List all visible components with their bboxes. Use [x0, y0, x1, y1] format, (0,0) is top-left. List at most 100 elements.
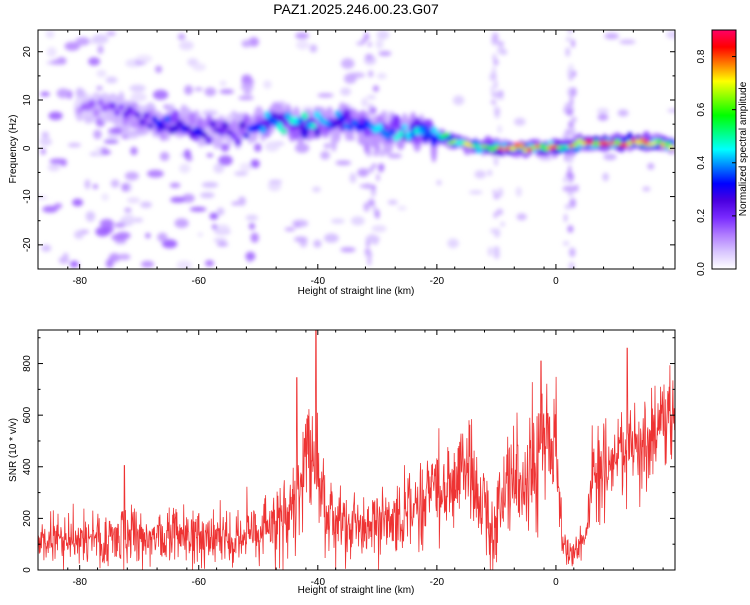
- spectrogram-cell: [127, 197, 141, 204]
- spectrogram-cell: [397, 130, 404, 139]
- spectrogram-cell: [664, 141, 671, 147]
- spectrogram-cell: [604, 32, 619, 40]
- spectrogram-cell: [157, 232, 168, 242]
- y-tick-label: 400: [22, 458, 33, 475]
- spectrogram-cell: [350, 216, 365, 226]
- spectrogram-cell: [58, 256, 70, 265]
- spectrogram-cell: [69, 260, 79, 268]
- spectrogram-cell: [220, 143, 230, 152]
- spectrogram-cell: [110, 179, 120, 188]
- spectrogram-cell: [368, 166, 375, 173]
- spectrogram-cell: [430, 126, 438, 134]
- spectrogram-cell: [294, 143, 310, 153]
- spectrogram-cell: [41, 244, 52, 252]
- spectrogram-cell: [568, 75, 574, 81]
- spectrogram-cell: [216, 207, 225, 216]
- spectrogram-cell: [41, 131, 49, 139]
- spectrogram-cell: [169, 182, 181, 188]
- snr-y-ticks: 0 200 400 600 800: [22, 337, 675, 573]
- spectrogram-cell: [197, 232, 204, 237]
- spectrogram-cell: [452, 95, 465, 106]
- spectrogram-cell: [373, 149, 379, 157]
- spectrogram-cell: [487, 169, 493, 176]
- colorbar-tick-label: 0.2: [696, 209, 707, 223]
- spectrogram-cell: [106, 134, 120, 139]
- spectrogram-cell: [268, 179, 283, 185]
- colorbar-tick-label: 0.4: [696, 155, 707, 169]
- spectrogram-cell: [276, 122, 283, 131]
- spectrogram-cell: [301, 111, 309, 120]
- spectrogram-cell: [111, 126, 125, 135]
- spectrogram-cell: [142, 111, 150, 119]
- spectrogram-cell: [253, 143, 262, 152]
- spectrogram-cell: [250, 232, 259, 243]
- spectrogram-cell: [568, 120, 574, 129]
- spectrogram-cell: [500, 221, 506, 227]
- spectrogram-cell: [188, 112, 196, 127]
- spectrogram-cell: [264, 111, 271, 119]
- spectrogram-cell: [51, 59, 63, 65]
- spectrogram-cell: [376, 30, 390, 40]
- spectrogram-cell: [124, 171, 139, 181]
- spectrogram-cell: [490, 228, 495, 234]
- spectrogram-cell: [493, 211, 498, 219]
- spectrogram-cell: [99, 218, 114, 229]
- y-tick-label: 10: [22, 94, 33, 106]
- spectrogram-cell: [218, 155, 233, 166]
- spectrogram-cell: [45, 30, 55, 39]
- spectrogram-cell: [642, 186, 651, 192]
- spectrogram-cell: [667, 108, 675, 113]
- spectrogram-cell: [200, 192, 215, 199]
- spectrogram-cell: [565, 36, 572, 42]
- spectrogram-cell: [239, 162, 253, 172]
- spectrogram-y-ticks: -20 -10 0 10 20: [22, 46, 675, 270]
- spectrogram-cell: [234, 137, 242, 146]
- spectrogram-cell: [378, 163, 385, 173]
- spectrogram-cell: [563, 176, 568, 183]
- spectrogram-cell: [49, 158, 67, 165]
- spectrogram-cell: [593, 140, 600, 147]
- spectrogram-cell: [42, 205, 58, 213]
- spectrogram-cell: [494, 158, 498, 167]
- spectrogram-cell: [371, 184, 376, 191]
- spectrogram-cell: [222, 121, 229, 130]
- spectrogram-cell: [357, 168, 369, 177]
- spectrogram-cell: [378, 149, 387, 157]
- spectrogram-cell: [117, 253, 131, 261]
- spectrogram-cell: [602, 172, 609, 182]
- spectrogram-cell: [565, 128, 572, 135]
- spectrogram-cell: [201, 109, 218, 117]
- y-tick-label: -10: [22, 189, 33, 204]
- spectrogram-cell: [124, 207, 132, 213]
- spectrogram-cell: [368, 233, 376, 240]
- spectrogram-cell: [114, 222, 126, 228]
- spectrogram-cell: [498, 187, 503, 198]
- spectrogram-cell: [474, 170, 487, 179]
- spectrogram-cell: [159, 123, 167, 131]
- spectrogram-cell: [647, 163, 655, 170]
- y-tick-label: 200: [22, 510, 33, 527]
- spectrogram-cell: [344, 73, 357, 84]
- spectrogram-cell: [572, 141, 579, 148]
- spectrogram-cell: [88, 99, 96, 109]
- spectrogram-cell: [493, 103, 498, 112]
- spectrogram-cell: [92, 184, 98, 190]
- spectrogram-cell: [323, 143, 331, 149]
- spectrogram-cell: [121, 183, 130, 192]
- spectrogram-cell: [397, 206, 407, 211]
- spectrogram-cell: [301, 106, 315, 111]
- x-tick-label: -40: [311, 276, 326, 287]
- snr-series-line: [38, 330, 675, 570]
- spectrogram-cell: [568, 261, 575, 269]
- spectrogram-cell: [655, 139, 663, 144]
- spectrogram-cell: [570, 97, 574, 106]
- spectrogram-cell: [493, 59, 499, 66]
- colorbar: 0.0 0.2 0.4 0.6 0.8 Normalized spectral ampl…: [696, 29, 749, 276]
- spectrogram-cell: [378, 50, 392, 57]
- spectrogram-cell: [117, 104, 125, 110]
- spectrogram-cell: [140, 260, 155, 268]
- spectrogram-cell: [163, 115, 171, 123]
- spectrogram-cell: [293, 236, 308, 243]
- spectrogram-cell: [392, 114, 401, 129]
- spectrogram-cell: [147, 169, 164, 178]
